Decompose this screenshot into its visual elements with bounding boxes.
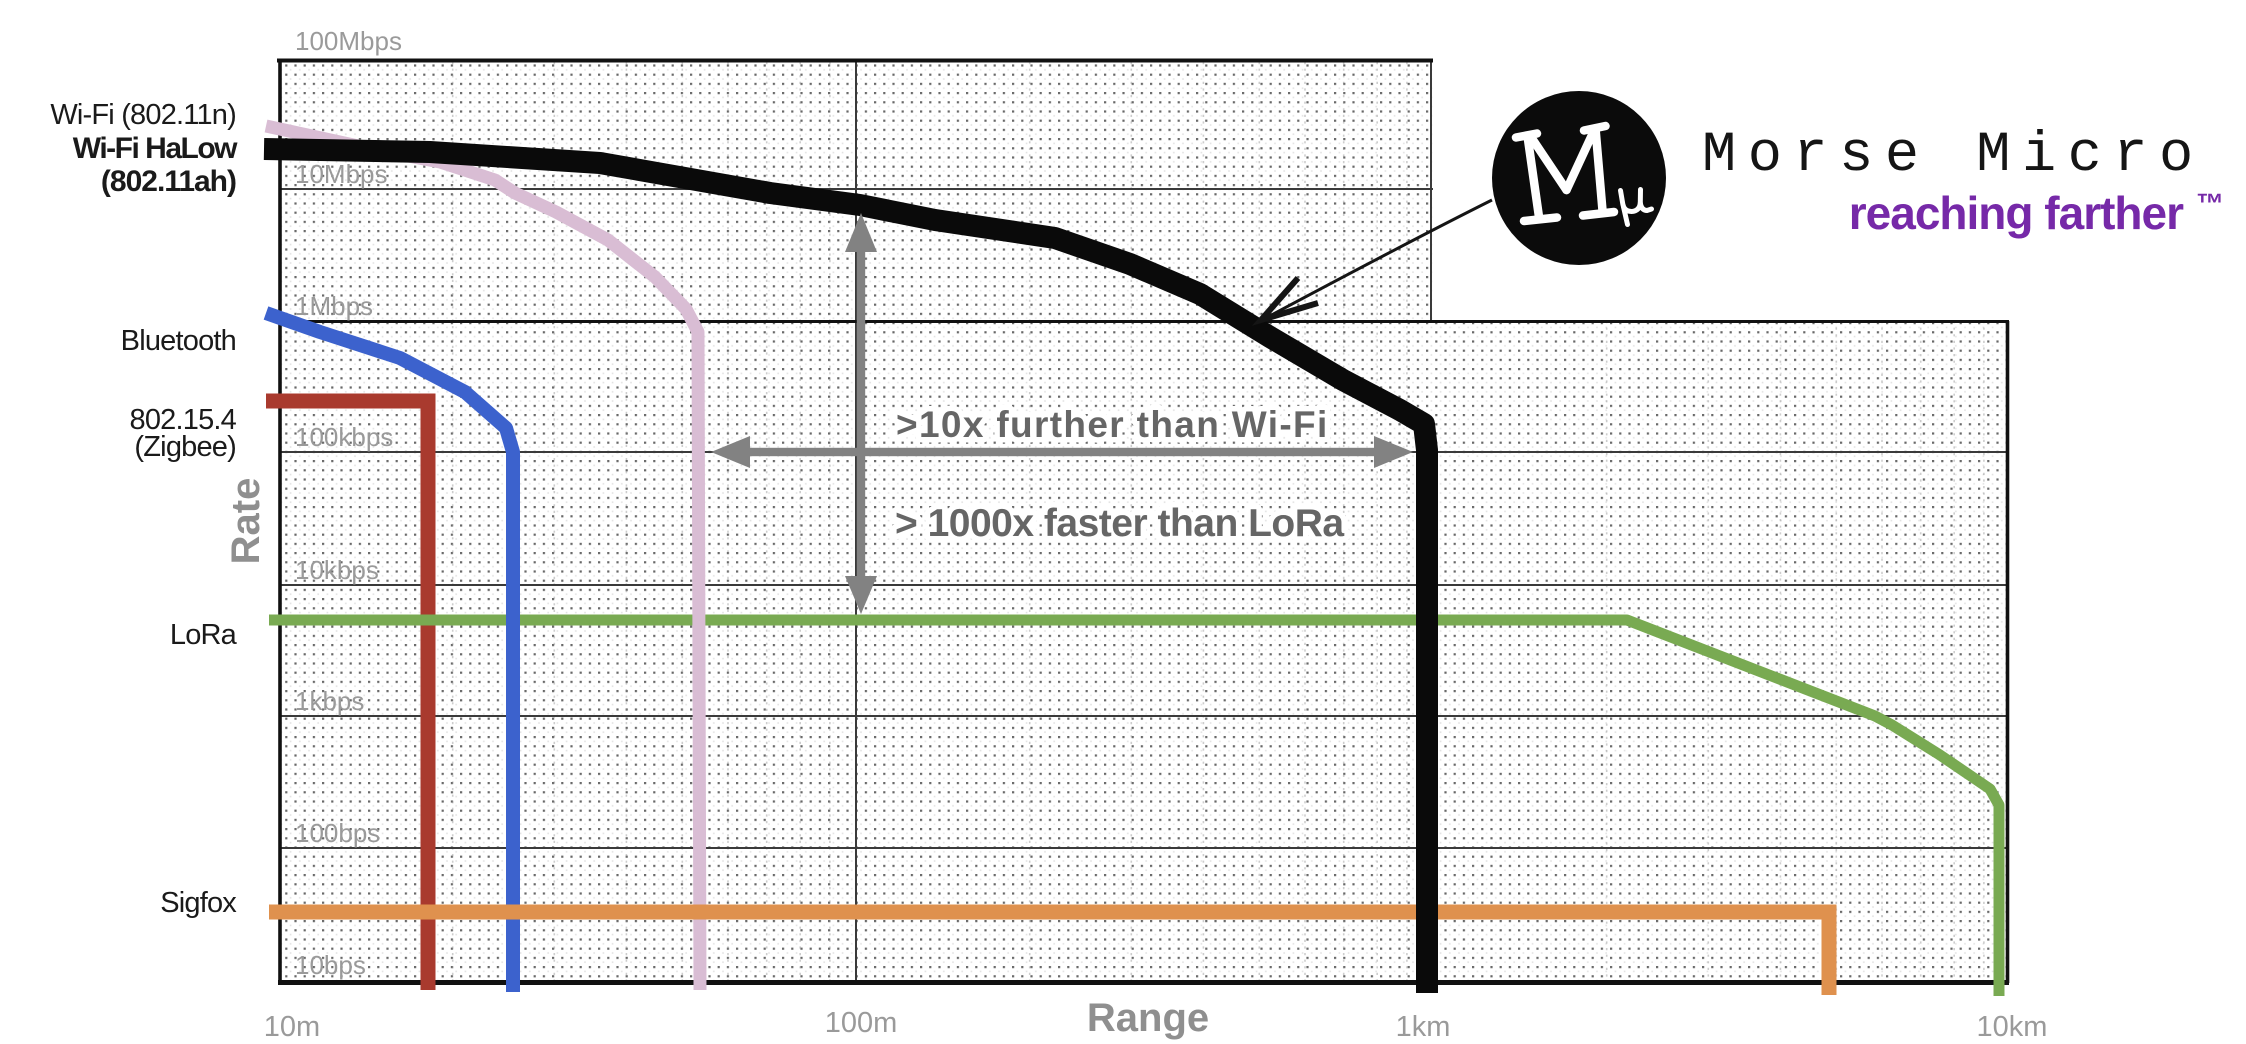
svg-text:100Mbps: 100Mbps — [295, 26, 402, 56]
svg-text:1km: 1km — [1396, 1011, 1451, 1043]
svg-text:10km: 10km — [1977, 1011, 2048, 1043]
svg-text:1kbps: 1kbps — [295, 686, 364, 716]
svg-text:LoRa: LoRa — [170, 619, 238, 651]
svg-text:10m: 10m — [264, 1011, 320, 1043]
svg-text:100kbps: 100kbps — [295, 422, 393, 452]
svg-text:Bluetooth: Bluetooth — [121, 325, 236, 357]
svg-text:reaching farther: reaching farther — [1849, 187, 2184, 239]
svg-text:™: ™ — [2196, 188, 2224, 219]
svg-text:> 1000x faster than LoRa: > 1000x faster than LoRa — [895, 502, 1344, 545]
svg-text:Rate: Rate — [224, 478, 268, 565]
svg-text:100m: 100m — [825, 1007, 898, 1039]
svg-text:802.15.4: 802.15.4 — [130, 404, 237, 436]
svg-text:Sigfox: Sigfox — [160, 887, 237, 919]
svg-text:Range: Range — [1087, 996, 1209, 1040]
svg-text:Wi-Fi HaLow: Wi-Fi HaLow — [73, 132, 238, 165]
svg-text:(Zigbee): (Zigbee) — [134, 431, 236, 463]
svg-text:Morse Micro: Morse Micro — [1702, 124, 2205, 188]
svg-text:10Mbps: 10Mbps — [295, 159, 388, 189]
svg-text:>10x further than Wi-Fi: >10x further than Wi-Fi — [896, 404, 1329, 445]
svg-text:(802.11ah): (802.11ah) — [101, 165, 236, 198]
svg-text:Wi-Fi (802.11n): Wi-Fi (802.11n) — [50, 99, 236, 131]
svg-text:10bps: 10bps — [295, 950, 366, 980]
svg-text:100bps: 100bps — [295, 818, 380, 848]
svg-text:10kbps: 10kbps — [295, 555, 379, 585]
svg-text:1Mbps: 1Mbps — [295, 291, 373, 321]
